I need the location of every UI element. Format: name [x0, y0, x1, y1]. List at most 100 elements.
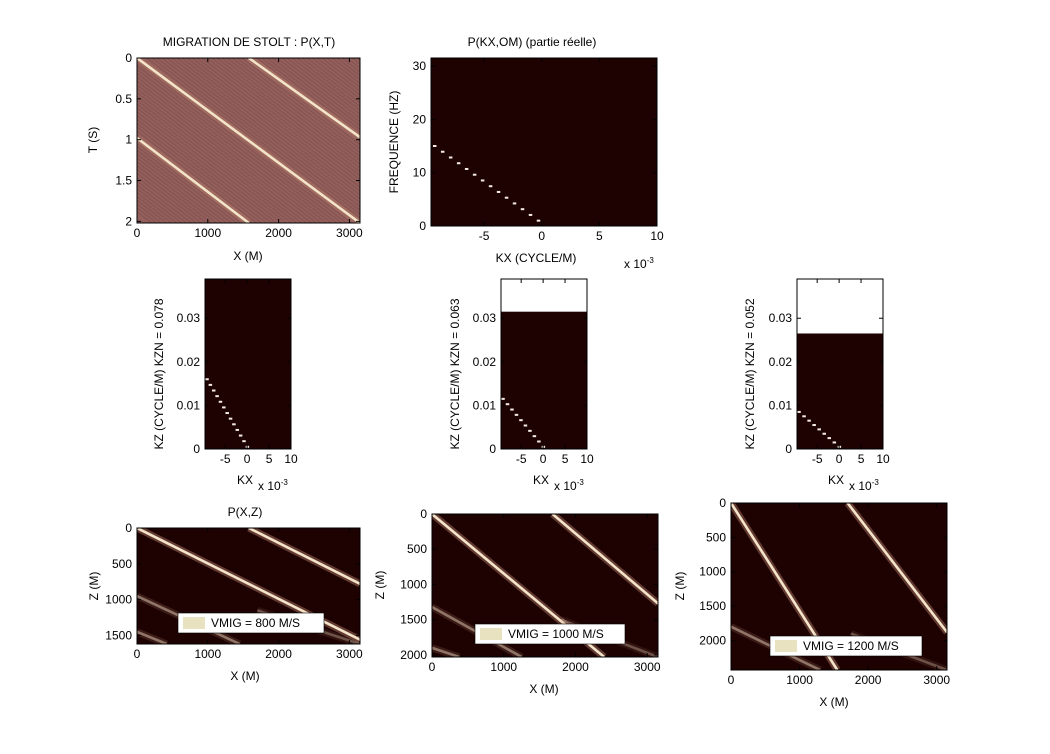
- texture-stripe: [311, 58, 360, 96]
- x-tick-label: 2000: [855, 673, 882, 687]
- panel-kz63: -5 0 5 10 0 0.01 0.02 0.03 KX KZ (CYCLE/M) KZN = …: [448, 278, 594, 493]
- spectrum-dot: [464, 167, 469, 170]
- panel-kz78: -5 0 5 10 0 0.01 0.02 0.03 KX KZ (CYCLE/M) KZN = …: [152, 278, 298, 493]
- legend: VMIG = 800 M/S: [177, 612, 325, 634]
- y-axis-label: T (S): [86, 127, 100, 153]
- x-tick-label: 5: [266, 452, 273, 466]
- x-tick-label: 0: [134, 226, 141, 240]
- event-line: [432, 646, 460, 657]
- texture-stripe: [241, 58, 360, 150]
- texture-stripe: [137, 84, 317, 223]
- y-tick-label: 1000: [400, 577, 427, 591]
- spectrum-dot: [528, 213, 533, 216]
- texture-stripe: [137, 161, 217, 223]
- panel-pxz1000: 0 1000 2000 3000 0 500 1000 1500 2000 X (M) Z (M) V…: [373, 507, 661, 696]
- texture-stripe: [137, 172, 202, 223]
- spectrum-dot: [488, 185, 493, 188]
- panel-kz52: -5 0 5 10 0 0.01 0.02 0.03 KX KZ (CYCLE/M) KZN = …: [743, 278, 890, 493]
- x-scale-multiplier: x 10-3: [849, 478, 879, 493]
- image-background: [431, 58, 657, 226]
- y-axis-label: KZ (CYCLE/M) KZN = 0.063: [448, 298, 462, 449]
- spectrum-dot: [807, 419, 811, 422]
- x-scale-exponent: -3: [647, 256, 655, 265]
- event-line: [137, 137, 250, 223]
- texture-stripe: [137, 180, 192, 223]
- texture-stripe: [211, 58, 360, 173]
- x-tick-label: -5: [516, 452, 527, 466]
- texture-stripe: [231, 58, 360, 158]
- event-line: [137, 58, 360, 223]
- texture-stripe: [137, 188, 182, 223]
- texture-stripe: [226, 58, 360, 162]
- spectrum-dot: [205, 378, 209, 381]
- texture-stripe: [301, 58, 360, 104]
- plot-area: [797, 279, 883, 449]
- texture-stripe: [321, 58, 360, 88]
- spectrum-dot: [432, 145, 437, 147]
- y-tick-label: 2000: [699, 633, 726, 647]
- event-line: [248, 58, 360, 139]
- x-tick-label: 2000: [562, 660, 589, 674]
- event-line: [846, 503, 947, 633]
- legend: VMIG = 1200 M/S: [769, 635, 923, 657]
- spectrum-dot: [501, 397, 505, 400]
- axes-frame: [500, 278, 588, 450]
- x-scale-exponent: -3: [577, 478, 585, 487]
- x-axis-label: KX (CYCLE/M): [496, 251, 577, 265]
- spectrum-dot: [797, 410, 801, 413]
- event-halo: [432, 644, 461, 657]
- x-tick-label: 0: [728, 673, 735, 687]
- spectrum-region: [501, 311, 587, 449]
- legend-swatch: [775, 640, 797, 652]
- texture-stripe: [236, 58, 360, 154]
- axes-frame: [730, 502, 948, 671]
- x-tick-label: 5: [858, 452, 865, 466]
- spectrum-region: [797, 333, 883, 449]
- texture-stripe: [316, 58, 360, 92]
- plot-area: [137, 58, 360, 223]
- legend-label: VMIG = 800 M/S: [211, 616, 300, 630]
- texture-stripe: [137, 149, 232, 223]
- texture-stripe: [137, 76, 327, 223]
- spectrum-region: [205, 279, 291, 449]
- spectrum-dot: [211, 389, 216, 392]
- spectrum-dot: [514, 413, 519, 416]
- texture-stripe: [137, 141, 242, 223]
- y-tick-label: 0.03: [769, 311, 793, 325]
- x-axis-label: X (M): [233, 249, 262, 263]
- spectrum-dot: [537, 440, 541, 443]
- texture-stripe: [137, 118, 272, 223]
- spectrum-dot: [832, 441, 837, 444]
- texture-stripe: [137, 114, 277, 223]
- texture-stripe: [281, 58, 360, 119]
- texture-stripe: [137, 145, 237, 223]
- spectrum-dot: [802, 415, 806, 418]
- x-tick-label: 10: [650, 229, 664, 243]
- y-tick-label: 500: [407, 542, 427, 556]
- texture-stripe: [137, 157, 222, 223]
- texture-stripe: [246, 58, 360, 146]
- texture-stripe: [137, 164, 212, 223]
- y-tick-label: 0.02: [473, 355, 497, 369]
- chart-title: P(KX,OM) (partie réelle): [468, 35, 597, 49]
- spectrum-dot: [218, 400, 223, 403]
- x-axis-label: X (M): [529, 682, 558, 696]
- texture-stripe: [137, 64, 342, 223]
- spectrum-dot: [827, 437, 832, 440]
- x-tick-label: 1000: [194, 226, 221, 240]
- event-line: [551, 514, 658, 605]
- texture-stripe: [221, 58, 360, 165]
- axes-frame: [136, 527, 361, 645]
- x-tick-label: 0: [836, 452, 843, 466]
- spectrum-dot: [472, 173, 477, 176]
- x-tick-label: 0: [538, 229, 545, 243]
- texture-stripe: [161, 58, 360, 212]
- texture-stripe: [137, 111, 282, 223]
- spectrum-dot: [532, 435, 537, 438]
- texture-stripe: [137, 153, 227, 223]
- texture-stripe: [137, 184, 187, 223]
- y-tick-label: 500: [112, 557, 132, 571]
- texture-stripe: [137, 207, 157, 223]
- texture-stripe: [137, 176, 197, 223]
